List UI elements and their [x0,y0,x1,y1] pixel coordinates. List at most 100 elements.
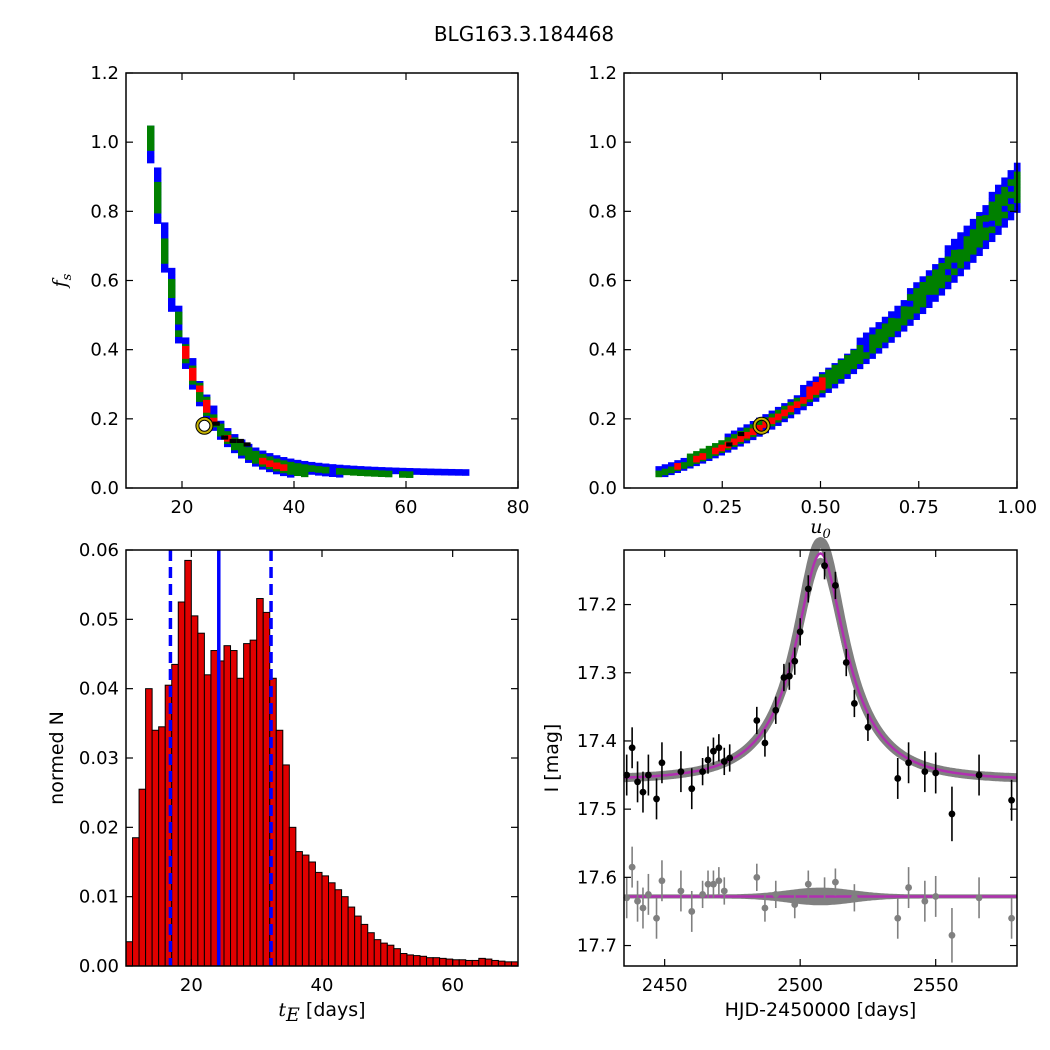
heatmap-cell [434,468,442,476]
heatmap-cell [982,242,990,250]
heatmap-cell [413,468,421,475]
heatmap-cell [655,466,663,473]
heatmap-cell [231,434,239,441]
heatmap-cell [894,324,902,332]
data-point [796,628,804,636]
residual-point [975,894,983,902]
heatmap-cell [994,190,1002,198]
heatmap-cell [888,317,895,325]
heatmap-cell [894,318,902,325]
data-point [658,759,666,767]
heatmap-cell [161,250,169,258]
heatmap-cell [988,191,996,199]
heatmap-cell [938,269,946,276]
data-point [932,769,940,777]
residual-point [688,908,696,915]
y-tick-label: 0.6 [90,271,119,292]
heatmap-cell [774,413,782,421]
heatmap-cell [259,450,267,458]
histogram-bar [347,906,356,967]
heatmap-cell [385,467,393,474]
heatmap-cell [900,306,908,313]
heatmap-cell [245,443,253,451]
y-tick-label: 0.0 [90,478,119,499]
heatmap-cell [364,469,372,477]
x-axis-label-units: [days] [306,999,366,1021]
histogram-bar [393,948,401,967]
heatmap-cell [957,244,964,252]
histogram-bar [419,955,428,967]
histogram-bar [125,941,134,967]
residual-point [658,877,666,885]
heatmap-cell [322,466,330,474]
best-fit-marker [753,417,770,434]
data-point [710,747,717,755]
heatmap-cell [420,468,428,476]
heatmap-cell [294,463,302,470]
heatmap-cell [932,288,939,295]
heatmap-cell [969,235,977,243]
residual-point [704,880,712,888]
heatmap-cell [818,390,826,398]
heatmap-cell [925,281,933,289]
heatmap-cell [825,381,832,389]
residual-point [948,931,956,939]
heatmap-cell [844,372,851,379]
data-point [905,759,912,767]
heatmap-cell [217,423,225,431]
heatmap-cell [686,459,694,467]
heatmap-cell [875,341,883,349]
residual-point [905,884,912,891]
heatmap-cell [737,427,744,435]
heatmap-cell [875,329,883,336]
residual-point [791,901,799,909]
heatmap-cell [994,194,1002,201]
heatmap-cell [182,337,190,345]
x-tick-label: 60 [395,497,418,518]
heatmap-cell [875,322,883,329]
heatmap-cell [189,382,197,390]
heatmap-cell [661,464,669,471]
heatmap-cell [343,468,351,476]
heatmap-cell [881,335,889,343]
histogram-bar [458,959,467,967]
model-band [620,537,1021,783]
histogram-bar [465,959,473,967]
heatmap-cell [925,301,933,308]
heatmap-cell [756,420,763,428]
heatmap-cell [957,269,964,277]
heatmap-cell [837,372,845,380]
heatmap-cell [781,415,788,423]
histogram-bar [471,959,480,967]
histogram-bar [145,688,153,967]
data-point [704,756,712,764]
histogram-bar [275,729,284,967]
x-axis-label-symbol: t [278,999,286,1021]
heatmap-cell [730,434,738,441]
heatmap-cell [231,443,239,451]
heatmap-cell [944,251,952,259]
heatmap-cell [1007,170,1015,177]
heatmap-cell [705,452,713,459]
heatmap-cell [881,323,889,331]
heatmap-cell [906,319,914,326]
heatmap-cell [774,419,782,426]
panel-te-histogram: 20 40 60 0.00 0.01 0.02 0.03 0.04 0.05 0.06 normed… [46,540,519,1026]
data-point [639,788,647,796]
heatmap-cell [287,458,295,466]
heatmap-cell [950,249,958,257]
heatmap-cell [1001,211,1008,219]
heatmap-cell [693,455,700,463]
heatmap-cell [900,312,908,320]
heatmap-cell [988,235,996,243]
heatmap-cell [831,377,839,384]
data-point [753,717,761,724]
y-tick-label: 17.6 [577,867,617,888]
heatmap-cell [806,399,814,407]
heatmap-cell [322,463,330,471]
heatmap-cell [724,433,732,441]
heatmap-cell [888,324,895,331]
histogram-bar [243,643,251,967]
heatmap-cell [680,462,688,469]
heatmap-cell [906,288,914,295]
